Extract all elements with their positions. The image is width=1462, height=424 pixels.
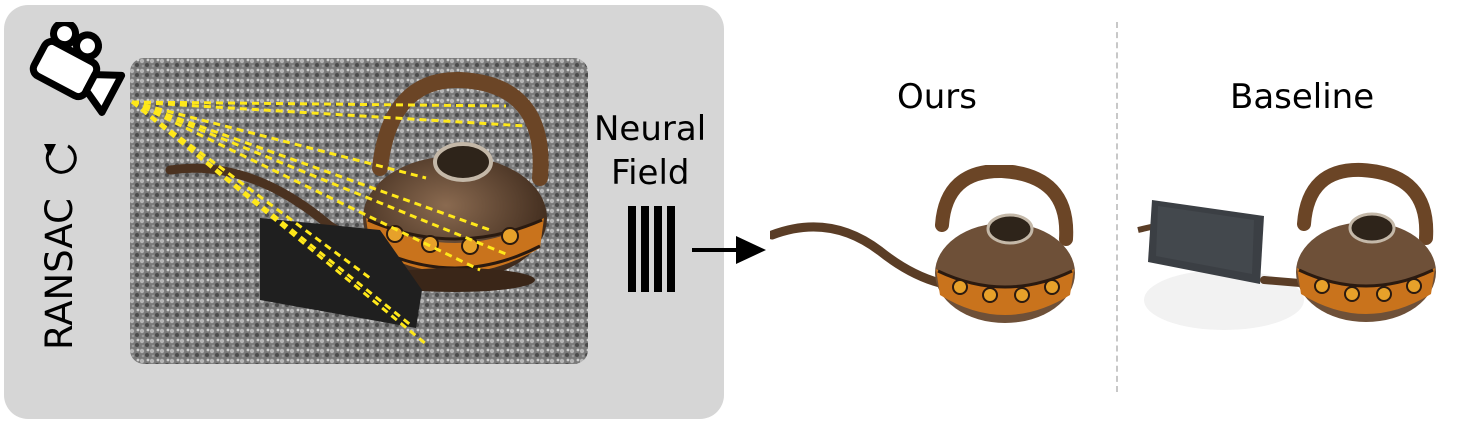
baseline-teapot-render [1137,162,1436,330]
video-camera-icon [29,22,126,116]
ransac-label: RANSAC [38,198,81,350]
input-photo [130,58,588,364]
neural-field-line1: Neural [594,109,707,149]
refresh-icon [44,144,77,174]
carpet-scene [130,58,588,364]
camera-rays [131,100,527,346]
arrow-right-icon [692,236,766,264]
results-divider [1116,22,1118,392]
ours-label: Ours [897,77,978,117]
baseline-label: Baseline [1230,77,1375,117]
ours-teapot-render [770,165,1075,323]
barcode-icon [628,206,675,292]
neural-field-line2: Field [611,153,690,193]
